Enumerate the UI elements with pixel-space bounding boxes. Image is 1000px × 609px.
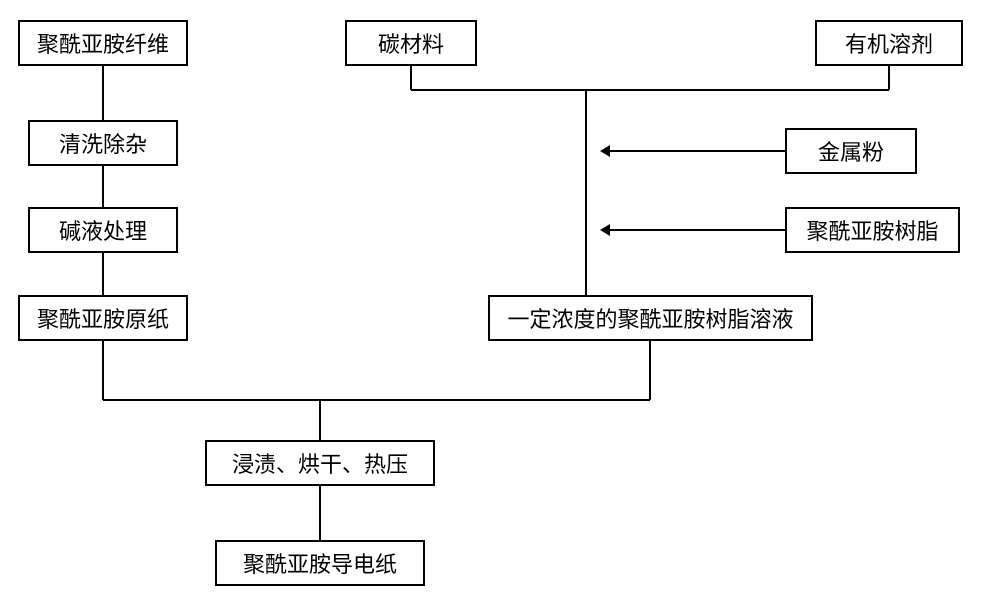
flow-node-n7: 金属粉	[785, 128, 917, 174]
flow-node-label: 一定浓度的聚酰亚胺树脂溶液	[507, 302, 793, 334]
flow-node-label: 碳材料	[378, 27, 444, 59]
flow-node-label: 有机溶剂	[845, 27, 933, 59]
flow-node-n6: 有机溶剂	[815, 20, 963, 66]
flow-node-n1: 聚酰亚胺纤维	[18, 20, 188, 66]
flow-node-label: 聚酰亚胺导电纸	[243, 547, 397, 579]
flow-node-n4: 聚酰亚胺原纸	[18, 295, 188, 341]
flow-node-label: 金属粉	[818, 135, 884, 167]
flow-node-n10: 浸渍、烘干、热压	[205, 440, 435, 486]
flow-node-n3: 碱液处理	[28, 207, 178, 253]
flow-node-label: 清洗除杂	[59, 127, 147, 159]
flow-node-n9: 一定浓度的聚酰亚胺树脂溶液	[488, 295, 813, 341]
flow-node-n11: 聚酰亚胺导电纸	[215, 540, 425, 586]
flow-node-label: 碱液处理	[59, 214, 147, 246]
flow-node-n8: 聚酰亚胺树脂	[785, 207, 960, 253]
flow-node-label: 聚酰亚胺原纸	[37, 302, 169, 334]
flow-node-n2: 清洗除杂	[28, 120, 178, 166]
flow-node-label: 浸渍、烘干、热压	[232, 447, 408, 479]
flowchart-canvas: 聚酰亚胺纤维清洗除杂碱液处理聚酰亚胺原纸 碳材料 有机溶剂金属粉聚酰亚胺树脂一定浓度…	[0, 0, 1000, 609]
flow-node-label: 聚酰亚胺树脂	[806, 214, 938, 246]
flow-node-n5: 碳材料	[345, 20, 477, 66]
flow-node-label: 聚酰亚胺纤维	[37, 27, 169, 59]
